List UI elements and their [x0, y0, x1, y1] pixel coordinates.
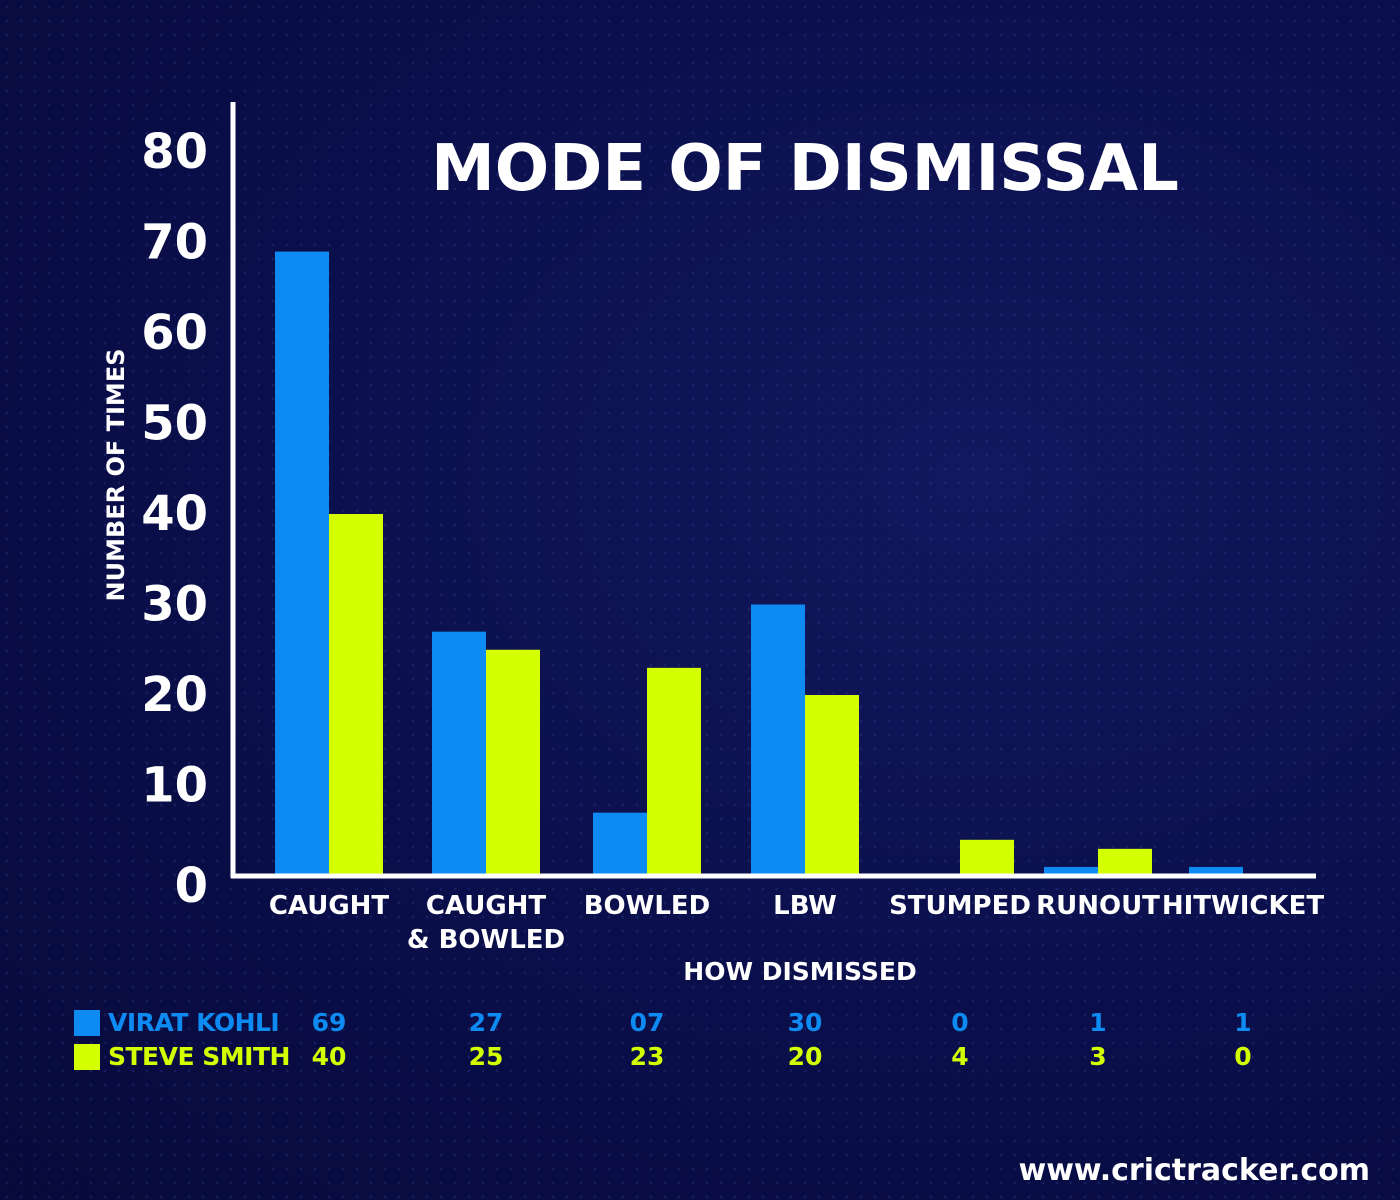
legend-value: 69	[311, 1008, 347, 1037]
y-axis-label: NUMBER OF TIMES	[102, 349, 130, 602]
bars	[275, 251, 1243, 877]
bar-steve-smith	[1098, 848, 1152, 876]
bar-steve-smith	[486, 649, 540, 876]
y-tick-label: 50	[141, 396, 208, 452]
bar-steve-smith	[329, 514, 383, 876]
chart-title: MODE OF DISMISSAL	[431, 132, 1179, 206]
bar-virat-kohli	[1189, 866, 1243, 876]
y-tick-label: 70	[141, 215, 208, 271]
bar-virat-kohli	[593, 812, 647, 876]
legend-swatch	[74, 1044, 100, 1070]
legend-value: 3	[1089, 1042, 1107, 1071]
footer-website: www.crictracker.com	[1018, 1153, 1371, 1188]
x-category-label: BOWLED	[584, 891, 711, 921]
y-axis-ticks: 0 10 20 30 40 50 60 70 80	[141, 124, 208, 914]
y-tick-label: 60	[141, 305, 208, 361]
legend-value: 0	[951, 1008, 969, 1037]
legend-value: 07	[629, 1008, 665, 1037]
y-tick-label: 40	[141, 486, 208, 542]
bar-steve-smith	[647, 667, 701, 876]
y-tick-label: 20	[141, 667, 208, 723]
x-category-label: CAUGHT	[269, 891, 390, 921]
legend-value: 25	[468, 1042, 504, 1071]
legend-series-name: STEVE SMITH	[108, 1042, 290, 1071]
legend-swatch	[74, 1010, 100, 1036]
legend-value: 0	[1234, 1042, 1252, 1071]
y-tick-label: 80	[141, 124, 208, 180]
y-tick-label: 10	[141, 758, 208, 814]
legend-value: 1	[1234, 1008, 1252, 1037]
x-category-label: STUMPED	[889, 891, 1031, 921]
bar-virat-kohli	[751, 604, 805, 876]
legend-value: 1	[1089, 1008, 1107, 1037]
bar-steve-smith	[805, 695, 859, 876]
bar-virat-kohli	[1044, 866, 1098, 876]
x-category-label: LBW	[773, 891, 837, 921]
x-axis-label: HOW DISMISSED	[683, 957, 916, 986]
bar-steve-smith	[960, 839, 1014, 876]
x-category-label: CAUGHT & BOWLED	[407, 891, 565, 955]
x-category-label: RUNOUT	[1036, 891, 1160, 921]
x-category-label: HITWICKET	[1162, 891, 1325, 921]
legend-value: 27	[468, 1008, 504, 1037]
legend-value: 4	[951, 1042, 969, 1071]
legend-value: 40	[311, 1042, 347, 1071]
y-tick-label: 0	[175, 858, 208, 914]
x-axis-categories: CAUGHT CAUGHT & BOWLED BOWLED LBW STUMPED RUNO…	[269, 891, 1325, 955]
y-tick-label: 30	[141, 577, 208, 633]
legend-value: 20	[787, 1042, 823, 1071]
legend-value: 23	[629, 1042, 665, 1071]
legend-series-name: VIRAT KOHLI	[108, 1008, 280, 1037]
legend-value: 30	[787, 1008, 823, 1037]
legend-row-virat-kohli: VIRAT KOHLI 69 27 07 30 0 1 1	[74, 1006, 1314, 1040]
bar-virat-kohli	[432, 631, 486, 876]
bar-chart: MODE OF DISMISSAL NUMBER OF TIMES HOW DI…	[102, 124, 1325, 986]
legend-row-steve-smith: STEVE SMITH 40 25 23 20 4 3 0	[74, 1040, 1314, 1074]
bar-virat-kohli	[275, 251, 329, 877]
